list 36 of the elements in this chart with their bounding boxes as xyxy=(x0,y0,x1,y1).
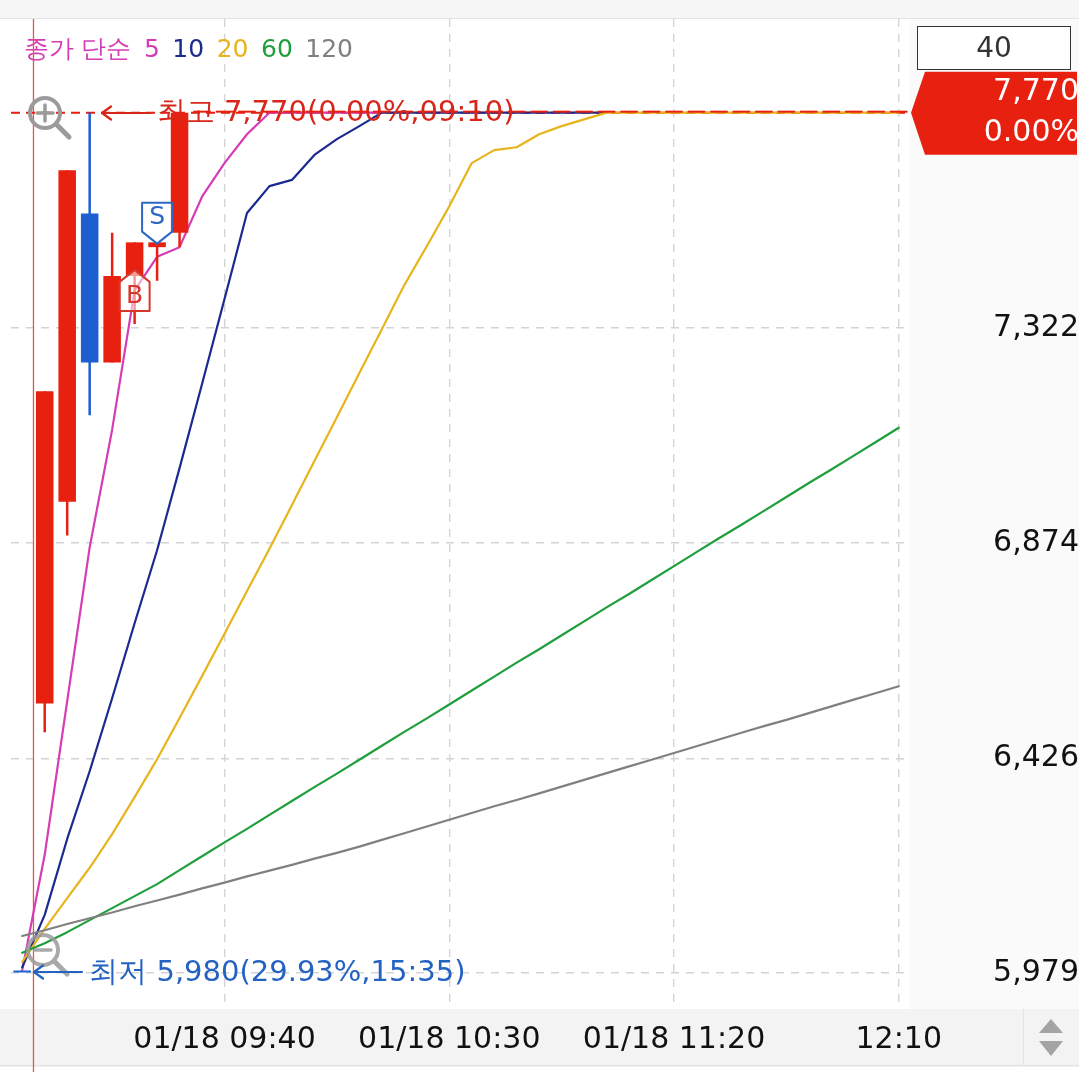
y-tick-label: 6,874 xyxy=(993,522,1079,558)
candlestick xyxy=(665,110,683,113)
y-tick-label: 7,770 0.00% xyxy=(983,72,1079,148)
x-tick-label: 01/18 10:30 xyxy=(358,1019,541,1055)
candlestick xyxy=(800,110,818,113)
candlestick xyxy=(867,110,886,113)
candlestick xyxy=(755,110,773,113)
candlestick xyxy=(642,110,661,113)
y-tick-label: 7,322 xyxy=(993,307,1079,343)
x-tick-label: 01/18 09:40 xyxy=(133,1019,316,1055)
data-label: B xyxy=(126,279,144,309)
text: 120 xyxy=(305,33,354,63)
text: 20 xyxy=(216,33,249,63)
candlestick xyxy=(822,110,841,113)
candlestick xyxy=(710,110,728,113)
candlestick xyxy=(597,110,616,113)
text: 60 xyxy=(260,33,293,63)
x-tick-label: 12:10 xyxy=(855,1019,942,1055)
x-tick-label: 01/18 11:20 xyxy=(582,1019,766,1055)
candlestick xyxy=(732,110,751,113)
y-tick-label: 6,426 xyxy=(993,738,1079,774)
text: 5 xyxy=(143,33,160,63)
y-tick-label: 5,979 xyxy=(993,952,1079,988)
number-field: 40 xyxy=(917,26,1071,70)
candlestick xyxy=(530,110,548,113)
data-label: S xyxy=(149,200,166,230)
candlestick xyxy=(777,110,796,113)
candlestick xyxy=(687,110,706,113)
text: 10 xyxy=(172,33,205,63)
annotation: 최저 5,980(29.93%,15:35) xyxy=(89,954,466,989)
candlestick xyxy=(148,241,166,283)
candlestick xyxy=(575,110,593,113)
candlestick xyxy=(620,110,638,113)
candlestick xyxy=(552,110,571,113)
candlestick xyxy=(13,970,31,973)
candlestick xyxy=(845,110,863,113)
